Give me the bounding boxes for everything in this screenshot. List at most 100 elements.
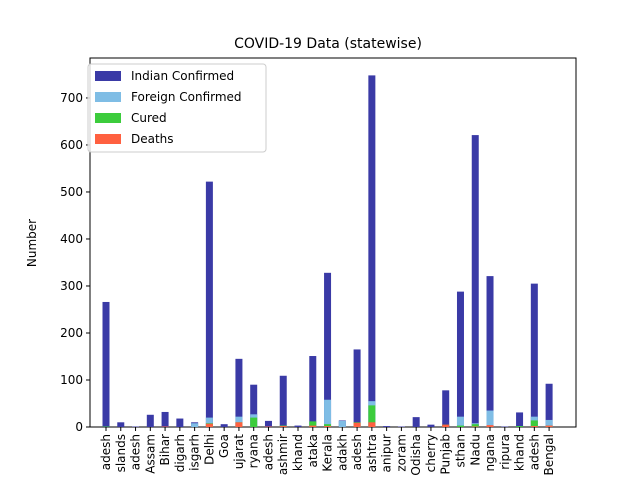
x-tick-label: sthan bbox=[453, 434, 467, 468]
bar bbox=[294, 425, 302, 427]
legend-label: Deaths bbox=[131, 132, 174, 146]
bar bbox=[471, 424, 479, 427]
x-tick-label: slands bbox=[114, 434, 128, 472]
legend-box bbox=[87, 63, 267, 153]
bar bbox=[427, 424, 435, 427]
bar bbox=[309, 356, 317, 427]
bar bbox=[235, 358, 243, 427]
x-tick-label: ryana bbox=[247, 434, 261, 468]
bar bbox=[530, 283, 538, 427]
x-tick-label: ngana bbox=[483, 434, 497, 472]
bar bbox=[205, 423, 213, 427]
bar bbox=[235, 422, 243, 427]
bar bbox=[102, 301, 110, 427]
x-tick-label: adakh bbox=[335, 434, 349, 471]
bar bbox=[161, 411, 169, 427]
bar bbox=[471, 135, 479, 427]
x-tick-label: Goa bbox=[217, 434, 231, 458]
legend-label: Indian Confirmed bbox=[131, 69, 234, 83]
y-tick-label: 0 bbox=[75, 420, 83, 434]
chart-title: COVID-19 Data (statewise) bbox=[234, 36, 422, 52]
bar bbox=[205, 417, 213, 427]
bar bbox=[442, 424, 450, 427]
x-tick-label: Kerala bbox=[321, 434, 335, 472]
legend-label: Cured bbox=[131, 111, 167, 125]
x-tick-label: adesh bbox=[350, 434, 364, 470]
x-tick-label: zoram bbox=[394, 434, 408, 472]
y-tick-label: 700 bbox=[60, 91, 83, 105]
bar bbox=[264, 420, 272, 427]
x-tick-label: Delhi bbox=[202, 434, 216, 465]
bar bbox=[456, 416, 464, 427]
bar bbox=[530, 420, 538, 427]
x-tick-label: ujarat bbox=[232, 434, 246, 470]
bar bbox=[545, 419, 553, 427]
bar bbox=[146, 414, 154, 427]
bar bbox=[220, 424, 228, 427]
x-tick-label: ataka bbox=[306, 434, 320, 468]
bar bbox=[516, 426, 524, 427]
y-tick-label: 600 bbox=[60, 138, 83, 152]
x-tick-label: Odisha bbox=[409, 434, 423, 476]
bar bbox=[279, 375, 287, 427]
legend-swatch bbox=[95, 134, 121, 144]
bar bbox=[442, 390, 450, 427]
x-tick-label: adesh bbox=[99, 434, 113, 470]
bar bbox=[117, 422, 125, 427]
bar bbox=[176, 418, 184, 427]
x-tick-label: cherry bbox=[424, 434, 438, 472]
bar bbox=[383, 426, 391, 427]
y-tick-label: 100 bbox=[60, 373, 83, 387]
bar bbox=[279, 426, 287, 427]
y-tick-label: 500 bbox=[60, 185, 83, 199]
bar bbox=[338, 420, 346, 427]
bar bbox=[412, 417, 420, 427]
y-tick-label: 200 bbox=[60, 326, 83, 340]
x-tick-label: khand bbox=[513, 434, 527, 471]
bar bbox=[324, 272, 332, 427]
x-tick-label: adesh bbox=[527, 434, 541, 470]
x-tick-label: adesh bbox=[129, 434, 143, 470]
legend-swatch bbox=[95, 71, 121, 81]
bar bbox=[191, 423, 199, 427]
legend-swatch bbox=[95, 113, 121, 123]
x-tick-label: isgarh bbox=[188, 434, 202, 471]
bar bbox=[235, 416, 243, 427]
y-tick-label: 300 bbox=[60, 279, 83, 293]
bar bbox=[250, 384, 258, 427]
bar bbox=[324, 399, 332, 427]
bar bbox=[250, 417, 258, 427]
legend-label: Foreign Confirmed bbox=[131, 90, 242, 104]
y-tick-label: 400 bbox=[60, 232, 83, 246]
bar bbox=[545, 425, 553, 427]
x-tick-label: Assam bbox=[143, 434, 157, 474]
bar bbox=[309, 421, 317, 427]
y-axis-label: Number bbox=[25, 219, 39, 267]
bar bbox=[368, 405, 376, 427]
bar bbox=[456, 291, 464, 427]
legend-swatch bbox=[95, 92, 121, 102]
bar bbox=[324, 424, 332, 427]
x-tick-label: Punjab bbox=[439, 434, 453, 475]
bar bbox=[368, 75, 376, 427]
x-tick-label: khand bbox=[291, 434, 305, 471]
bar bbox=[516, 412, 524, 427]
bar bbox=[309, 425, 317, 427]
bar bbox=[353, 422, 361, 427]
bar bbox=[486, 425, 494, 427]
axes-frame bbox=[89, 57, 577, 428]
bar bbox=[205, 181, 213, 427]
bar bbox=[353, 349, 361, 427]
x-tick-label: ashmir bbox=[276, 434, 290, 475]
bar bbox=[545, 383, 553, 427]
x-tick-label: adesh bbox=[261, 434, 275, 470]
bar bbox=[456, 425, 464, 427]
bar bbox=[530, 426, 538, 427]
x-tick-label: anipur bbox=[380, 434, 394, 473]
bar bbox=[486, 276, 494, 427]
x-tick-label: ashtra bbox=[365, 434, 379, 472]
x-tick-label: Bengal bbox=[542, 434, 556, 476]
x-tick-label: Bihar bbox=[158, 434, 172, 466]
bar bbox=[368, 422, 376, 427]
